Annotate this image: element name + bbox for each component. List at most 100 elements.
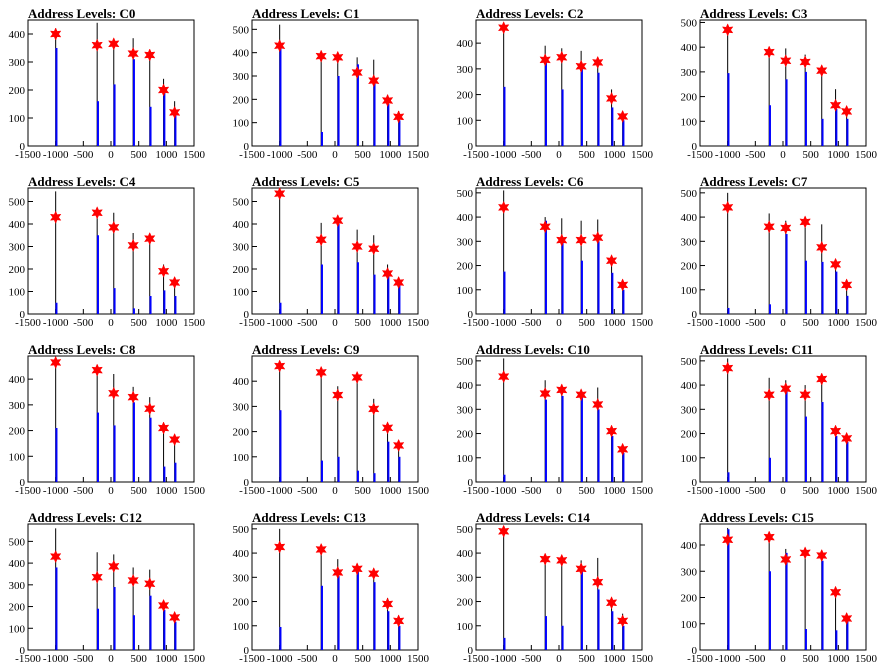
x-tick-label: -1000 xyxy=(715,317,741,329)
y-tick-label: 200 xyxy=(681,429,698,441)
peak-marker xyxy=(49,27,62,41)
x-tick-label: 1500 xyxy=(183,317,206,329)
peak-marker xyxy=(592,55,604,70)
blue-histogram-bar xyxy=(835,108,838,146)
x-tick-label: 500 xyxy=(578,653,595,665)
peak-marker xyxy=(332,50,344,64)
peak-marker xyxy=(780,552,792,567)
y-tick-label: 500 xyxy=(681,188,698,200)
x-tick-label: -1500 xyxy=(463,317,489,329)
blue-histogram-bar xyxy=(785,552,788,650)
y-tick-label: 300 xyxy=(233,572,250,584)
y-tick-label: 0 xyxy=(244,477,250,489)
blue-histogram-bar xyxy=(398,625,401,650)
peak-marker xyxy=(368,242,380,256)
x-tick-label: 1500 xyxy=(407,317,430,329)
x-tick-label: 1000 xyxy=(603,653,626,665)
blue-histogram-bar xyxy=(337,456,340,482)
x-tick-label: 1500 xyxy=(631,653,654,665)
peak-marker xyxy=(799,546,811,560)
histogram-panel: Address Levels: C12 0 100 200 300 400 500 -1500… xyxy=(0,504,224,672)
peak-marker xyxy=(539,386,551,401)
x-tick-label: -1500 xyxy=(15,653,41,665)
y-tick-label: 300 xyxy=(681,404,698,416)
blue-histogram-bar xyxy=(356,262,359,314)
x-tick-label: -1000 xyxy=(43,317,69,329)
blue-histogram-bar xyxy=(503,271,506,314)
peak-marker xyxy=(108,220,120,235)
histogram-plot: 0 100 200 300 400 -1500 -1000 -500 0 500 1000 1500 xyxy=(233,355,430,497)
histogram-panel: Address Levels: C13 0 100 200 300 400 500 -1500… xyxy=(224,504,448,672)
peak-marker xyxy=(840,104,853,119)
peak-marker xyxy=(368,402,380,416)
peak-marker xyxy=(351,239,363,254)
y-tick-label: 400 xyxy=(681,380,698,392)
blue-histogram-bar xyxy=(387,104,390,146)
y-tick-label: 500 xyxy=(9,536,26,548)
blue-histogram-bar xyxy=(132,308,135,314)
chart-title: Address Levels: C11 xyxy=(700,342,814,357)
x-tick-label: 500 xyxy=(578,149,595,161)
x-tick-label: -500 xyxy=(745,317,766,329)
x-tick-label: 1500 xyxy=(183,149,206,161)
x-tick-label: 1500 xyxy=(631,149,654,161)
peak-marker xyxy=(829,424,842,438)
blue-histogram-bar xyxy=(55,48,58,146)
peak-marker xyxy=(556,50,568,64)
x-tick-label: 1500 xyxy=(407,653,430,665)
y-tick-label: 200 xyxy=(9,602,26,614)
peak-marker xyxy=(605,424,618,438)
blue-histogram-bar xyxy=(113,288,116,314)
y-tick-label: 200 xyxy=(681,593,698,605)
blue-histogram-bar xyxy=(597,589,600,650)
x-tick-label: -1000 xyxy=(715,485,741,497)
blue-histogram-bar xyxy=(174,462,177,482)
peak-marker xyxy=(616,614,629,628)
y-tick-label: 100 xyxy=(9,287,26,299)
chart-title: Address Levels: C13 xyxy=(252,510,366,525)
x-tick-label: -1500 xyxy=(463,485,489,497)
y-tick-label: 400 xyxy=(233,219,250,231)
x-tick-label: 0 xyxy=(556,485,562,497)
histogram-plot: 0 100 200 300 400 500 -1500 -1000 -500 0 500 1000 15… xyxy=(9,187,206,329)
y-tick-label: 500 xyxy=(233,524,250,536)
blue-histogram-bar xyxy=(561,625,564,650)
blue-histogram-bar xyxy=(373,274,376,314)
x-tick-label: -1000 xyxy=(43,149,69,161)
x-tick-label: -500 xyxy=(521,653,542,665)
blue-histogram-bar xyxy=(785,234,788,314)
x-tick-label: 1000 xyxy=(603,485,626,497)
y-tick-label: 300 xyxy=(233,71,250,83)
peak-marker xyxy=(108,37,120,51)
x-tick-label: -500 xyxy=(521,317,542,329)
y-tick-label: 200 xyxy=(681,92,698,104)
peak-marker xyxy=(575,233,587,247)
peak-marker xyxy=(497,200,510,214)
histogram-panel: Address Levels: C14 0 100 200 300 400 500 -1500… xyxy=(448,504,672,672)
x-tick-label: 0 xyxy=(332,317,338,329)
blue-histogram-bar xyxy=(163,609,166,650)
x-tick-label: -1000 xyxy=(491,317,517,329)
peak-marker xyxy=(605,596,618,610)
x-tick-label: 0 xyxy=(556,653,562,665)
peak-marker xyxy=(91,38,103,52)
peak-marker xyxy=(780,382,792,396)
peak-marker xyxy=(840,278,853,292)
y-tick-label: 300 xyxy=(233,401,250,413)
peak-marker xyxy=(332,388,344,402)
peak-marker xyxy=(127,46,139,61)
peak-marker xyxy=(332,565,344,580)
y-tick-label: 400 xyxy=(9,374,26,386)
peak-marker xyxy=(168,275,181,290)
blue-histogram-bar xyxy=(622,452,625,482)
y-tick-label: 100 xyxy=(681,619,698,631)
x-tick-label: -1000 xyxy=(491,653,517,665)
peak-marker xyxy=(497,524,510,538)
x-tick-label: -1500 xyxy=(15,149,41,161)
y-tick-label: 100 xyxy=(457,453,474,465)
blue-histogram-bar xyxy=(580,570,583,650)
peak-marker xyxy=(763,388,775,402)
x-tick-label: 0 xyxy=(332,149,338,161)
y-tick-label: 500 xyxy=(9,197,26,209)
